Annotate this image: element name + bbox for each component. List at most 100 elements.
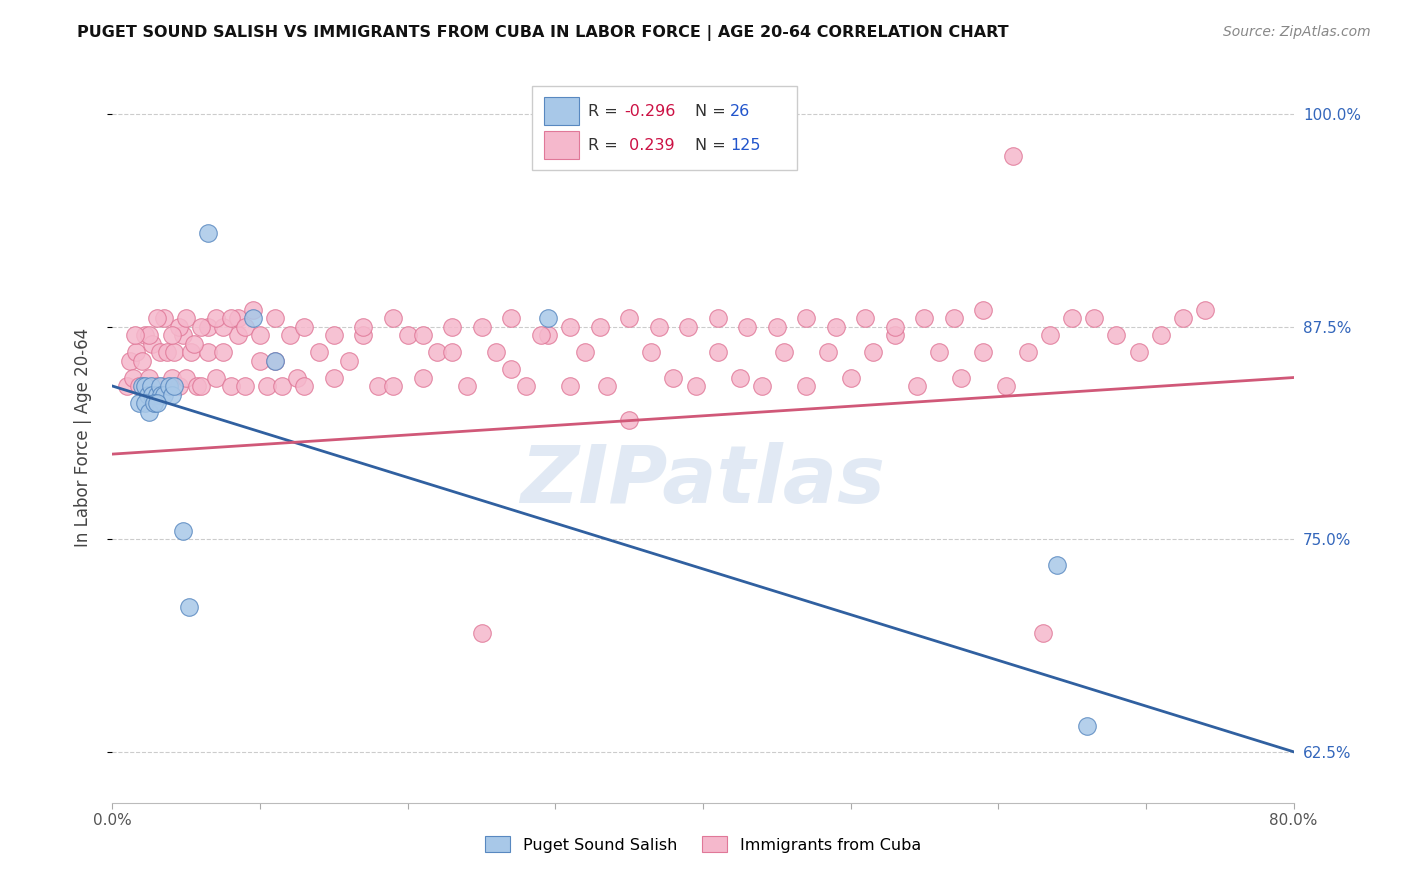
Point xyxy=(242,302,264,317)
Point xyxy=(382,311,405,326)
Point xyxy=(219,311,242,326)
Point xyxy=(136,387,159,401)
Point xyxy=(529,328,551,343)
Point xyxy=(131,353,153,368)
Point xyxy=(120,353,142,368)
Point xyxy=(766,319,789,334)
Point xyxy=(817,345,839,359)
Point xyxy=(138,370,160,384)
Point xyxy=(773,345,796,359)
Text: 26: 26 xyxy=(730,104,751,120)
Point xyxy=(264,353,287,368)
FancyBboxPatch shape xyxy=(544,97,579,125)
Point xyxy=(146,379,169,393)
Point xyxy=(131,379,153,393)
Point xyxy=(142,396,165,410)
Point xyxy=(973,302,995,317)
Point xyxy=(1001,149,1024,163)
Point xyxy=(824,319,846,334)
Point xyxy=(796,311,818,326)
Point xyxy=(1062,822,1084,836)
Point xyxy=(249,328,271,343)
Point xyxy=(128,379,150,393)
Point xyxy=(197,226,219,240)
Text: N =: N = xyxy=(695,104,725,120)
Point xyxy=(1128,345,1150,359)
Point xyxy=(905,379,928,393)
Text: R =: R = xyxy=(589,137,619,153)
Point xyxy=(914,311,936,326)
Point xyxy=(226,328,249,343)
Point xyxy=(179,600,201,615)
Point xyxy=(1083,311,1105,326)
Point xyxy=(884,328,907,343)
Point xyxy=(323,370,346,384)
Point xyxy=(619,311,641,326)
Point xyxy=(197,345,219,359)
Point xyxy=(456,379,478,393)
Point xyxy=(205,311,228,326)
Text: R =: R = xyxy=(589,104,619,120)
Point xyxy=(441,319,464,334)
Point xyxy=(174,370,197,384)
Point xyxy=(242,311,264,326)
Point xyxy=(308,345,330,359)
Point xyxy=(139,379,162,393)
Point xyxy=(142,396,165,410)
Point xyxy=(737,319,759,334)
Point xyxy=(596,379,619,393)
Point xyxy=(537,328,560,343)
Point xyxy=(190,319,212,334)
Point xyxy=(219,379,242,393)
Point xyxy=(337,353,360,368)
Point xyxy=(156,345,179,359)
Point xyxy=(1032,625,1054,640)
Point xyxy=(138,404,160,418)
Point xyxy=(256,379,278,393)
Point xyxy=(1171,311,1194,326)
Point xyxy=(426,345,449,359)
Point xyxy=(292,319,315,334)
Point xyxy=(928,345,950,359)
Point xyxy=(640,345,662,359)
Text: 0.239: 0.239 xyxy=(624,137,675,153)
Point xyxy=(226,311,249,326)
Point xyxy=(153,311,176,326)
Point xyxy=(160,370,183,384)
Point xyxy=(862,345,884,359)
Point xyxy=(212,319,235,334)
Text: N =: N = xyxy=(695,137,725,153)
Point xyxy=(190,379,212,393)
Point xyxy=(706,311,728,326)
Point xyxy=(249,353,271,368)
Point xyxy=(396,328,419,343)
Point xyxy=(1194,302,1216,317)
Point xyxy=(950,370,973,384)
Point xyxy=(994,379,1017,393)
Point xyxy=(264,311,287,326)
Point xyxy=(138,328,160,343)
Point xyxy=(942,311,965,326)
Point xyxy=(411,370,433,384)
Point xyxy=(588,319,610,334)
Point xyxy=(122,370,145,384)
Point xyxy=(515,379,537,393)
Point xyxy=(855,311,877,326)
Point xyxy=(141,387,163,401)
Text: -0.296: -0.296 xyxy=(624,104,675,120)
Point xyxy=(172,328,194,343)
Point xyxy=(537,311,560,326)
Point xyxy=(205,370,228,384)
Text: PUGET SOUND SALISH VS IMMIGRANTS FROM CUBA IN LABOR FORCE | AGE 20-64 CORRELATIO: PUGET SOUND SALISH VS IMMIGRANTS FROM CU… xyxy=(77,25,1010,41)
Point xyxy=(1105,328,1128,343)
Point xyxy=(117,379,138,393)
Point xyxy=(150,387,173,401)
Text: ZIPatlas: ZIPatlas xyxy=(520,442,886,520)
Point xyxy=(501,311,523,326)
Point xyxy=(264,353,287,368)
Point xyxy=(125,345,148,359)
Point xyxy=(146,396,169,410)
Point xyxy=(470,319,494,334)
Point xyxy=(884,319,907,334)
Point xyxy=(212,345,235,359)
